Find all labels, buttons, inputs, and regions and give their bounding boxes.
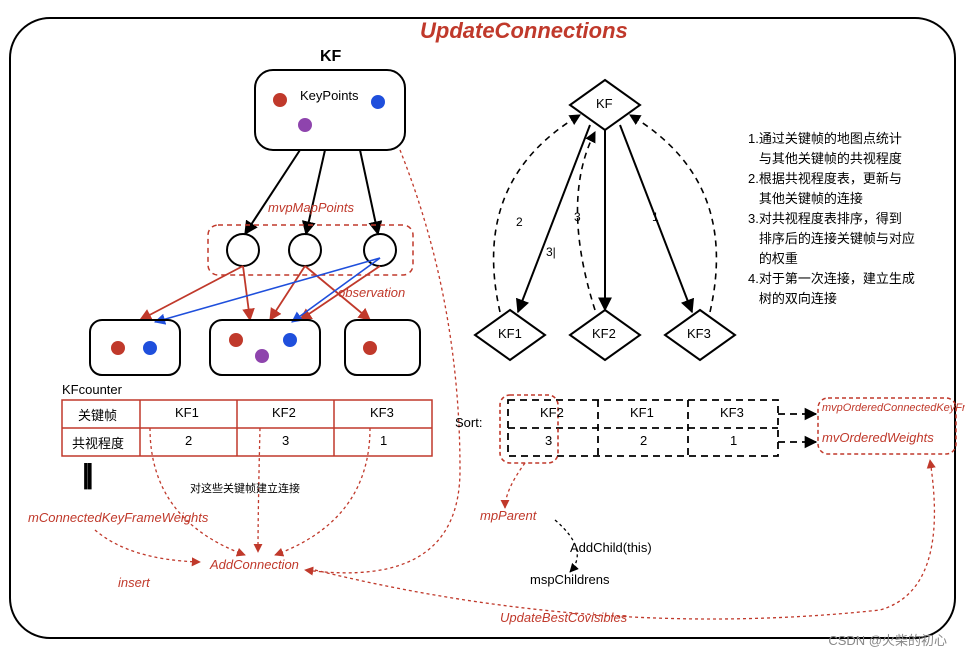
note-4: 3.对共视程度表排序，得到: [748, 208, 902, 227]
outer-boundary: [10, 18, 955, 638]
tree-l1: KF2: [592, 326, 616, 341]
kfcounter-label: KFcounter: [62, 382, 122, 397]
note-1: 与其他关键帧的共视程度: [748, 148, 902, 167]
equal-sign: ||: [82, 458, 90, 490]
kf-label: KF: [320, 48, 341, 66]
updatebest: UpdateBestCovisibles: [500, 610, 627, 625]
diagram-canvas: { "title": "UpdateConnections", "colors"…: [0, 0, 965, 655]
addchild: AddChild(this): [570, 540, 652, 555]
note-5: 排序后的连接关键帧与对应: [748, 228, 915, 247]
kfc-r1c0: 关键帧: [78, 405, 117, 424]
kfc-r1c1: KF1: [175, 405, 199, 420]
establish-note: 对这些关键帧建立连接: [190, 480, 300, 496]
st-r2c2: 1: [730, 433, 737, 448]
observation-label: observation: [338, 285, 405, 300]
addconnection: AddConnection: [210, 557, 299, 572]
edge-0: 2: [516, 215, 523, 229]
note-3: 其他关键帧的连接: [748, 188, 863, 207]
kfc-r1c3: KF3: [370, 405, 394, 420]
mconnected: mConnectedKeyFrameWeights: [28, 510, 208, 525]
st-r1c2: KF3: [720, 405, 744, 420]
edge-1: 3|: [546, 245, 556, 259]
diagram-svg: [0, 0, 965, 655]
note-6: 的权重: [748, 248, 798, 267]
insert: insert: [118, 575, 150, 590]
tree-l2: KF3: [687, 326, 711, 341]
tree-top: KF: [596, 96, 613, 111]
mspchildrens: mspChildrens: [530, 572, 609, 587]
kfc-r2c0: 共视程度: [72, 433, 124, 452]
st-r2c1: 2: [640, 433, 647, 448]
mvpordered: mvpOrderedConnectedKeyFrames: [822, 402, 965, 414]
kfc-r2c3: 1: [380, 433, 387, 448]
st-r2c0: 3: [545, 433, 552, 448]
note-8: 树的双向连接: [748, 288, 837, 307]
sort-label: Sort:: [455, 415, 482, 430]
mpparent: mpParent: [480, 508, 536, 523]
st-r1c1: KF1: [630, 405, 654, 420]
title: UpdateConnections: [420, 18, 628, 44]
watermark: CSDN @火柴的初心: [828, 630, 947, 649]
kf-box: [255, 70, 405, 150]
note-0: 1.通过关键帧的地图点统计: [748, 128, 902, 147]
keypoints-label: KeyPoints: [300, 88, 359, 103]
tree-l0: KF1: [498, 326, 522, 341]
edge-3: 1: [652, 210, 659, 224]
note-2: 2.根据共视程度表，更新与: [748, 168, 902, 187]
mvp-label: mvpMapPoints: [268, 200, 354, 215]
edge-2: 3: [574, 210, 581, 224]
kfc-r2c2: 3: [282, 433, 289, 448]
st-r1c0: KF2: [540, 405, 564, 420]
kfc-r2c1: 2: [185, 433, 192, 448]
note-7: 4.对于第一次连接，建立生成: [748, 268, 915, 287]
kfc-r1c2: KF2: [272, 405, 296, 420]
mvorderedweights: mvOrderedWeights: [822, 430, 934, 445]
